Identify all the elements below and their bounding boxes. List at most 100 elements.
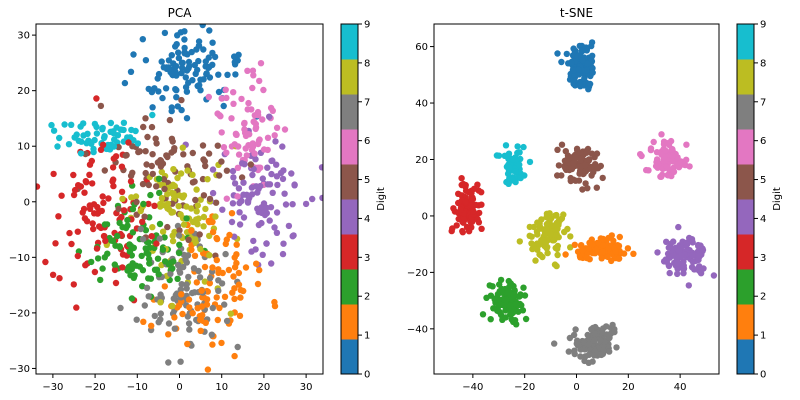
data-point-digit-7 bbox=[156, 235, 163, 242]
data-point-digit-1 bbox=[193, 279, 200, 286]
data-point-digit-1 bbox=[562, 251, 569, 258]
data-point-digit-2 bbox=[124, 267, 131, 274]
data-point-digit-6 bbox=[244, 67, 251, 75]
data-point-digit-2 bbox=[147, 191, 154, 199]
data-point-digit-6 bbox=[223, 149, 230, 156]
data-point-digit-2 bbox=[155, 175, 163, 182]
data-point-digit-6 bbox=[205, 93, 212, 101]
data-point-digit-4 bbox=[689, 258, 697, 266]
data-point-digit-0 bbox=[181, 28, 188, 35]
data-point-digit-6 bbox=[223, 94, 230, 102]
data-point-digit-2 bbox=[494, 291, 502, 298]
data-point-digit-2 bbox=[522, 315, 530, 323]
data-point-digit-4 bbox=[263, 210, 270, 217]
data-point-digit-6 bbox=[669, 158, 676, 165]
data-point-digit-0 bbox=[200, 76, 207, 83]
data-point-digit-2 bbox=[145, 239, 152, 246]
data-point-digit-5 bbox=[247, 161, 254, 168]
data-point-digit-1 bbox=[620, 250, 628, 257]
data-point-digit-7 bbox=[581, 339, 588, 346]
data-point-digit-5 bbox=[212, 199, 220, 206]
data-point-digit-4 bbox=[250, 165, 257, 173]
data-point-digit-8 bbox=[119, 195, 126, 202]
data-point-digit-4 bbox=[285, 222, 293, 230]
data-point-digit-0 bbox=[127, 68, 135, 76]
data-point-digit-2 bbox=[101, 221, 109, 228]
data-point-digit-2 bbox=[497, 301, 504, 309]
data-point-digit-4 bbox=[229, 167, 237, 175]
data-point-digit-3 bbox=[462, 198, 469, 206]
data-point-digit-2 bbox=[507, 302, 514, 309]
data-point-digit-3 bbox=[80, 205, 88, 213]
data-point-digit-8 bbox=[169, 237, 177, 245]
data-point-digit-1 bbox=[229, 289, 236, 296]
data-point-digit-3 bbox=[457, 206, 464, 213]
data-point-digit-3 bbox=[73, 304, 80, 311]
data-point-digit-8 bbox=[132, 193, 140, 200]
data-point-digit-4 bbox=[282, 201, 290, 208]
data-point-digit-4 bbox=[710, 272, 718, 279]
data-point-digit-7 bbox=[584, 331, 591, 339]
y-tick-label: 0 bbox=[422, 211, 428, 222]
data-point-digit-0 bbox=[215, 71, 222, 78]
data-point-digit-5 bbox=[200, 192, 208, 199]
data-point-digit-7 bbox=[185, 320, 193, 327]
data-point-digit-5 bbox=[554, 146, 561, 153]
data-point-digit-0 bbox=[196, 81, 203, 89]
data-point-digit-3 bbox=[118, 188, 126, 195]
data-point-digit-8 bbox=[164, 205, 171, 212]
colorbar-tick-label: 3 bbox=[760, 253, 766, 264]
data-point-digit-4 bbox=[289, 201, 296, 208]
data-point-digit-4 bbox=[691, 266, 698, 273]
data-point-digit-2 bbox=[146, 260, 153, 267]
data-point-digit-6 bbox=[658, 151, 665, 158]
data-point-digit-3 bbox=[98, 207, 106, 215]
data-point-digit-1 bbox=[615, 255, 623, 262]
data-point-digit-4 bbox=[670, 238, 677, 245]
data-point-digit-6 bbox=[256, 77, 263, 85]
data-point-digit-3 bbox=[58, 192, 65, 199]
data-point-digit-4 bbox=[318, 164, 323, 171]
data-point-digit-0 bbox=[203, 70, 210, 77]
data-point-digit-1 bbox=[171, 314, 178, 321]
data-point-digit-6 bbox=[243, 152, 250, 159]
data-point-digit-0 bbox=[206, 27, 213, 34]
data-point-digit-0 bbox=[158, 58, 165, 65]
data-point-digit-2 bbox=[154, 255, 162, 262]
data-point-digit-4 bbox=[230, 174, 237, 181]
data-point-digit-1 bbox=[175, 302, 183, 309]
data-point-digit-9 bbox=[515, 161, 523, 169]
data-point-digit-3 bbox=[56, 275, 63, 282]
data-point-digit-6 bbox=[254, 108, 262, 116]
data-point-digit-1 bbox=[228, 210, 236, 217]
data-point-digit-5 bbox=[570, 160, 577, 167]
data-point-digit-0 bbox=[149, 104, 156, 111]
data-point-digit-8 bbox=[529, 245, 536, 253]
data-point-digit-5 bbox=[122, 152, 129, 159]
data-point-digit-4 bbox=[279, 175, 287, 183]
data-point-digit-2 bbox=[479, 311, 487, 318]
data-point-digit-1 bbox=[189, 310, 196, 317]
colorbar-segment-1 bbox=[341, 304, 358, 340]
data-point-digit-0 bbox=[165, 64, 172, 71]
data-point-digit-0 bbox=[570, 45, 577, 52]
data-point-digit-4 bbox=[665, 244, 672, 251]
data-point-digit-8 bbox=[193, 208, 200, 215]
data-point-digit-0 bbox=[181, 44, 188, 52]
data-point-digit-2 bbox=[183, 215, 190, 222]
data-point-digit-8 bbox=[158, 194, 166, 202]
data-point-digit-8 bbox=[192, 236, 199, 243]
data-point-digit-1 bbox=[271, 302, 279, 310]
data-point-digit-0 bbox=[160, 64, 167, 71]
data-point-digit-0 bbox=[181, 36, 188, 43]
colorbar-tick-label: 4 bbox=[364, 214, 370, 225]
data-point-digit-1 bbox=[235, 269, 243, 277]
data-point-digit-6 bbox=[653, 156, 661, 163]
data-point-digit-0 bbox=[576, 42, 583, 50]
data-point-digit-0 bbox=[172, 86, 179, 93]
data-point-digit-7 bbox=[589, 358, 596, 365]
data-point-digit-2 bbox=[128, 295, 136, 302]
data-point-digit-0 bbox=[169, 71, 176, 78]
colorbar-tick-label: 9 bbox=[760, 20, 766, 31]
data-point-digit-5 bbox=[572, 177, 579, 184]
